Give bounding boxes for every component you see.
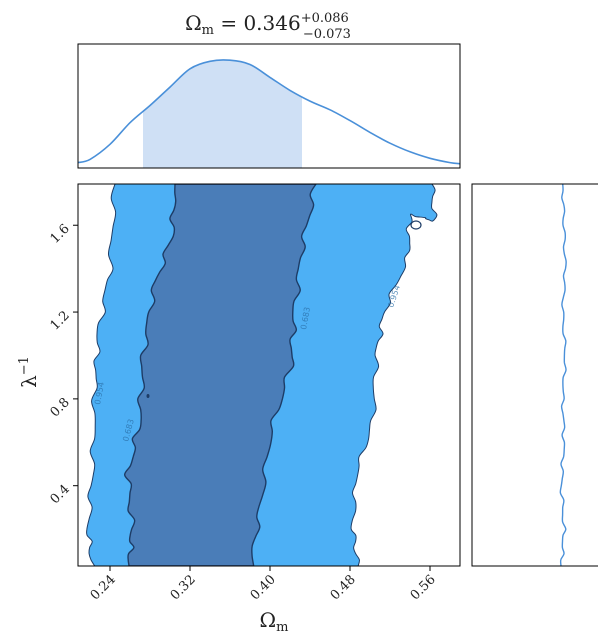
x-tick-label: 0.56 — [408, 572, 439, 603]
y-axis-label: λ−1 — [17, 356, 41, 388]
contour-68-region — [124, 184, 317, 566]
marginal-density-curve — [77, 59, 461, 165]
x-axis-label: Ωm — [260, 608, 289, 634]
contour-label-2: 0.683 — [299, 306, 312, 330]
joint-panel: 0.683 0.683 0.954 0.954 0.24 0.32 0.40 0.48… — [17, 183, 461, 634]
joint-y-ticks: 0.4 0.8 1.2 1.6 — [48, 221, 78, 507]
x-tick-label: 0.48 — [328, 572, 359, 603]
y-tick-label: 1.2 — [48, 308, 73, 333]
y-tick-label: 1.6 — [48, 221, 73, 246]
x-tick-label: 0.40 — [248, 572, 279, 603]
y-tick-label: 0.8 — [48, 395, 73, 420]
x-tick-label: 0.32 — [168, 572, 199, 603]
right-marginal-frame — [471, 183, 598, 567]
x-tick-label: 0.24 — [88, 572, 119, 603]
joint-frame — [77, 183, 461, 567]
marginal-omega-panel: Ωm = 0.346+0.086 −0.073 — [77, 11, 461, 169]
credible-interval-fill — [143, 60, 302, 168]
contour-island — [410, 220, 422, 230]
contour-speck — [146, 394, 150, 398]
contour-label-3: 0.954 — [93, 381, 106, 405]
joint-x-ticks: 0.24 0.32 0.40 0.48 0.56 — [88, 566, 439, 603]
marginal-title: Ωm = 0.346+0.086 −0.073 — [185, 11, 351, 42]
marginal-lambda-panel — [471, 183, 598, 567]
lambda-density-curve — [559, 183, 567, 567]
marginal-frame — [77, 43, 461, 169]
y-tick-label: 0.4 — [48, 482, 73, 507]
